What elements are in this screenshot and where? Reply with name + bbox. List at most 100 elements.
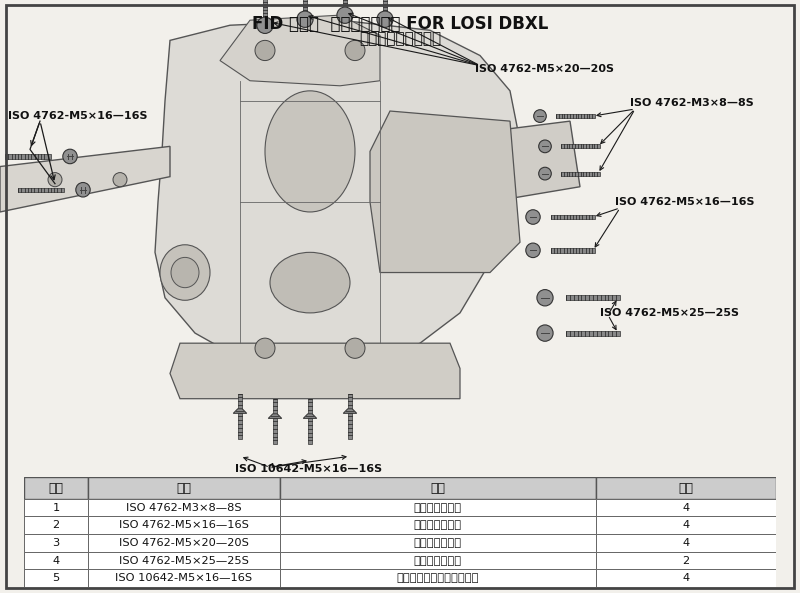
- Text: ISO 4762-M5×16—16S: ISO 4762-M5×16—16S: [8, 111, 147, 121]
- Text: 2: 2: [52, 520, 59, 530]
- Bar: [24, 517, 88, 534]
- Ellipse shape: [171, 257, 199, 288]
- Text: 名称: 名称: [430, 482, 445, 495]
- Polygon shape: [234, 409, 246, 413]
- Circle shape: [48, 173, 62, 187]
- Text: ISO 4762-M5×16—16S: ISO 4762-M5×16—16S: [615, 197, 754, 207]
- Text: 1: 1: [52, 503, 59, 512]
- Ellipse shape: [160, 245, 210, 300]
- Polygon shape: [170, 343, 460, 398]
- Circle shape: [345, 338, 365, 358]
- Circle shape: [113, 173, 127, 187]
- Bar: [551, 248, 595, 253]
- Bar: [556, 114, 595, 118]
- Bar: [24, 569, 88, 587]
- Circle shape: [526, 243, 540, 257]
- Text: ISO 4762-M5×20—20S: ISO 4762-M5×20—20S: [475, 63, 614, 74]
- Bar: [88, 499, 280, 517]
- Bar: [280, 569, 595, 587]
- Bar: [280, 517, 595, 534]
- Bar: [561, 145, 600, 148]
- Circle shape: [76, 183, 90, 197]
- Circle shape: [337, 7, 353, 23]
- Text: ISO 4762-M3×8—8S: ISO 4762-M3×8—8S: [630, 98, 754, 108]
- Bar: [595, 517, 776, 534]
- Bar: [280, 499, 595, 517]
- Circle shape: [345, 40, 365, 60]
- Bar: [348, 394, 352, 439]
- Bar: [302, 0, 307, 15]
- Text: 4: 4: [52, 556, 59, 566]
- Polygon shape: [303, 414, 317, 419]
- Polygon shape: [343, 409, 357, 413]
- Circle shape: [255, 338, 275, 358]
- Bar: [5, 154, 51, 159]
- Circle shape: [297, 11, 313, 27]
- Text: 编号: 编号: [49, 482, 63, 495]
- Bar: [262, 0, 267, 21]
- Text: 柱头内六角螺丝: 柱头内六角螺丝: [414, 556, 462, 566]
- Text: 数量: 数量: [678, 482, 694, 495]
- Polygon shape: [0, 146, 170, 212]
- Text: 柱头内六角螺丝: 柱头内六角螺丝: [414, 520, 462, 530]
- Bar: [595, 551, 776, 569]
- Text: 5: 5: [52, 573, 59, 584]
- Circle shape: [377, 11, 393, 27]
- Bar: [24, 534, 88, 551]
- Text: ISO 10642-M5×16—16S: ISO 10642-M5×16—16S: [115, 573, 252, 584]
- Text: FID 前波笱  差速笱固定支架 FOR LOSI DBXL: FID 前波笱 差速笱固定支架 FOR LOSI DBXL: [252, 15, 548, 33]
- Polygon shape: [370, 111, 520, 273]
- Bar: [88, 477, 280, 499]
- Bar: [382, 0, 387, 15]
- Bar: [88, 569, 280, 587]
- Polygon shape: [490, 121, 580, 202]
- Text: 规格: 规格: [176, 482, 191, 495]
- Circle shape: [255, 40, 275, 60]
- Text: ISO 4762-M5×25—25S: ISO 4762-M5×25—25S: [119, 556, 249, 566]
- Bar: [280, 477, 595, 499]
- Circle shape: [534, 110, 546, 122]
- Bar: [595, 477, 776, 499]
- Bar: [566, 330, 620, 336]
- Text: ISO 4762-M5×16—16S: ISO 4762-M5×16—16S: [119, 520, 249, 530]
- Bar: [595, 569, 776, 587]
- Bar: [280, 534, 595, 551]
- Bar: [595, 534, 776, 551]
- Ellipse shape: [265, 91, 355, 212]
- Circle shape: [62, 149, 77, 164]
- Polygon shape: [220, 15, 380, 86]
- Bar: [24, 499, 88, 517]
- Bar: [273, 398, 278, 444]
- Bar: [342, 0, 347, 11]
- Ellipse shape: [270, 253, 350, 313]
- Text: 3: 3: [52, 538, 59, 548]
- Bar: [280, 551, 595, 569]
- Text: 4: 4: [682, 573, 690, 584]
- Polygon shape: [155, 20, 520, 368]
- Bar: [238, 394, 242, 439]
- Bar: [88, 534, 280, 551]
- Text: ISO 10642-M5×16—16S: ISO 10642-M5×16—16S: [235, 464, 382, 474]
- Bar: [561, 171, 600, 176]
- Text: 沉头（平头）头内六角螺丝: 沉头（平头）头内六角螺丝: [396, 573, 479, 584]
- Text: ISO 4762-M3×8—8S: ISO 4762-M3×8—8S: [126, 503, 242, 512]
- Bar: [595, 499, 776, 517]
- Text: 2: 2: [682, 556, 690, 566]
- Text: 柱头内六角螺丝: 柱头内六角螺丝: [414, 503, 462, 512]
- Circle shape: [538, 140, 551, 153]
- Text: 安装螺丝型号配置表: 安装螺丝型号配置表: [359, 31, 441, 46]
- Bar: [566, 295, 620, 300]
- Bar: [88, 551, 280, 569]
- Bar: [18, 187, 64, 192]
- Bar: [24, 551, 88, 569]
- Circle shape: [257, 17, 273, 33]
- Text: 4: 4: [682, 538, 690, 548]
- Bar: [88, 517, 280, 534]
- Polygon shape: [268, 414, 282, 419]
- Circle shape: [537, 289, 553, 306]
- Bar: [308, 398, 312, 444]
- Circle shape: [526, 210, 540, 224]
- Bar: [551, 215, 595, 219]
- Text: 4: 4: [682, 520, 690, 530]
- Text: ISO 4762-M5×20—20S: ISO 4762-M5×20—20S: [119, 538, 249, 548]
